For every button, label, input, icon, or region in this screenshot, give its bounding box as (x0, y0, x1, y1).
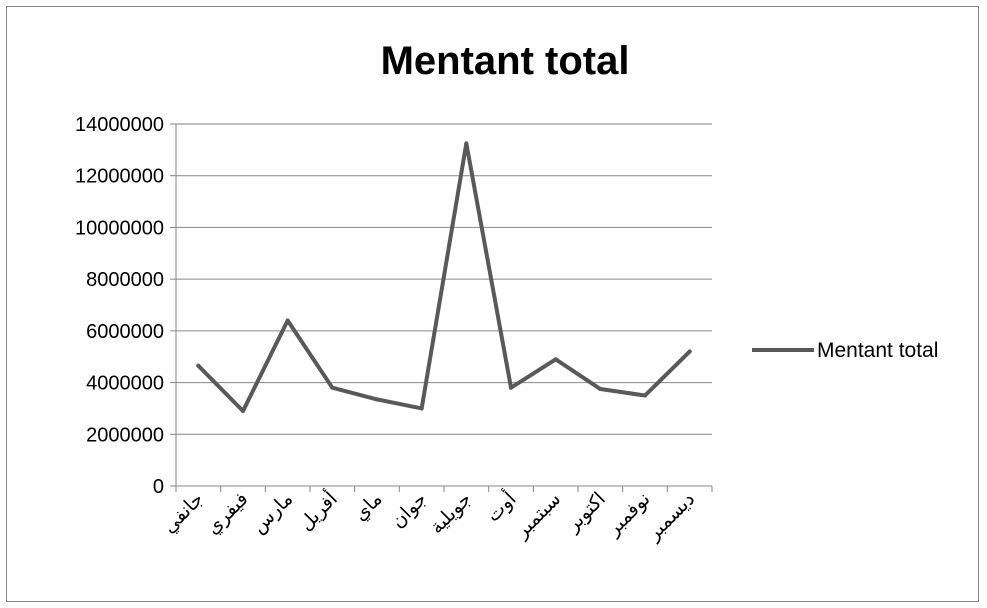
data-point (643, 393, 647, 398)
y-tick-label: 0 (153, 476, 164, 498)
y-tick-label: 8000000 (86, 269, 164, 291)
data-point (196, 363, 201, 368)
legend-label: Mentant total (817, 339, 938, 362)
y-tick-label: 14000000 (75, 114, 164, 136)
x-tick-label: ديسمبر (642, 488, 699, 545)
chart-title: Mentant total (381, 39, 630, 83)
y-tick-label: 12000000 (75, 166, 164, 188)
data-point (330, 385, 335, 390)
axes (175, 124, 712, 487)
x-tick-label: مارس (247, 488, 297, 538)
y-tick-label: 2000000 (86, 424, 164, 446)
y-tick-label: 6000000 (86, 321, 164, 343)
chart-area (6, 6, 979, 602)
data-point (687, 349, 692, 354)
x-tick-label: فيفري (202, 488, 253, 539)
data-point (509, 385, 513, 390)
gridlines (176, 123, 712, 435)
x-tick-label: جوان (387, 488, 431, 532)
x-tick-label: جويلية (426, 488, 476, 538)
data-point (598, 387, 603, 392)
series-line (196, 141, 692, 414)
x-tick-label: أوت (481, 487, 521, 527)
x-tick-label: جانفي (158, 488, 208, 538)
data-point (241, 409, 245, 414)
data-point (464, 141, 469, 146)
y-tick-label: 4000000 (86, 373, 164, 395)
x-tick-label: اكتوبر (561, 488, 610, 537)
y-axis-ticks: 0 2000000 4000000 6000000 8000000 10000000 120… (75, 114, 176, 498)
series-group (196, 141, 692, 414)
data-point (285, 318, 290, 323)
data-point (553, 357, 558, 362)
x-tick-label: ماي (349, 488, 386, 525)
y-tick-label: 10000000 (75, 217, 164, 239)
data-point (419, 406, 424, 411)
data-point (375, 397, 379, 402)
legend: Mentant total (752, 339, 938, 362)
x-tick-label: سبتمبر (510, 488, 565, 543)
x-tick-label: أفريل (293, 487, 341, 535)
